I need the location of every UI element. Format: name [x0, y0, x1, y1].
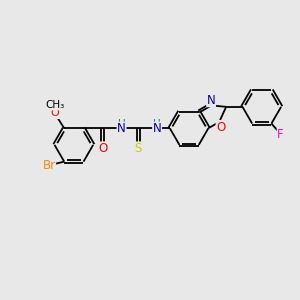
Text: N: N — [117, 122, 126, 135]
Text: N: N — [153, 122, 161, 135]
Text: H: H — [118, 119, 125, 129]
Text: CH₃: CH₃ — [45, 100, 65, 110]
Text: Br: Br — [42, 159, 56, 172]
Text: O: O — [216, 121, 225, 134]
Text: N: N — [207, 94, 215, 107]
Text: S: S — [135, 142, 142, 155]
Text: O: O — [98, 142, 107, 155]
Text: F: F — [277, 128, 284, 141]
Text: H: H — [153, 119, 161, 129]
Text: O: O — [51, 109, 59, 118]
